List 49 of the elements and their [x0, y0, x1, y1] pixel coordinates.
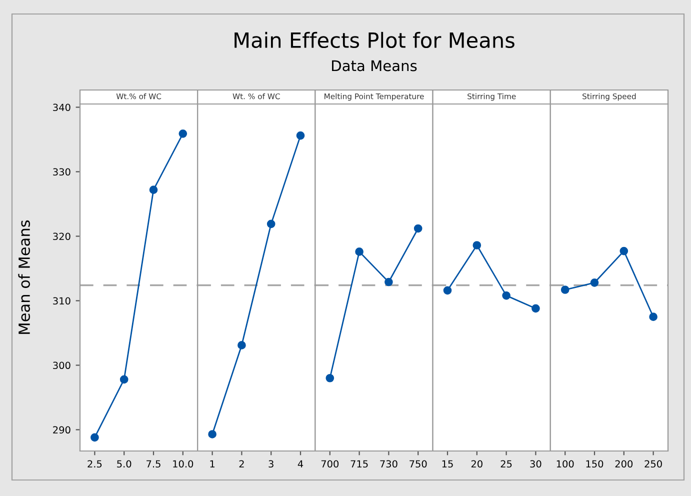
- y-tick-label: 300: [53, 362, 70, 370]
- point: [238, 341, 246, 350]
- x-tick-label: 5.0: [117, 460, 132, 468]
- point: [443, 286, 452, 295]
- x-tick-label: 7.5: [146, 460, 160, 468]
- x-tick-label: 700: [321, 460, 339, 468]
- point: [472, 241, 482, 250]
- point: [590, 278, 599, 287]
- x-tick-label: 150: [586, 460, 604, 468]
- x-tick-label: 15: [442, 460, 453, 468]
- point: [620, 246, 628, 256]
- point: [296, 131, 305, 140]
- x-tick-label: 200: [615, 460, 633, 468]
- y-tick-label: 310: [53, 297, 70, 305]
- y-tick-label: 330: [53, 168, 70, 176]
- x-tick-label: 2.5: [88, 460, 102, 468]
- x-tick-label: 20: [471, 460, 482, 468]
- point: [649, 312, 658, 322]
- x-tick-label: 730: [380, 460, 398, 468]
- x-tick-label: 4: [298, 460, 304, 468]
- point: [355, 248, 364, 256]
- point: [178, 130, 188, 138]
- x-tick-label: 3: [268, 460, 274, 468]
- x-tick-label: 2: [239, 460, 244, 468]
- point: [208, 430, 216, 438]
- point: [384, 278, 393, 286]
- chart-title: Main Effects Plot for Means: [234, 32, 514, 48]
- point: [149, 186, 158, 194]
- point: [414, 224, 422, 233]
- point: [326, 374, 334, 382]
- y-tick-label: 340: [53, 104, 70, 112]
- point: [90, 433, 99, 442]
- chart-subtitle: Data Means: [332, 60, 417, 72]
- x-tick-label: 25: [500, 460, 512, 468]
- x-tick-label: 10.0: [173, 460, 194, 468]
- x-tick-label: 100: [556, 460, 574, 468]
- y-axis-title: Mean of Means: [18, 220, 30, 334]
- x-tick-label: 1: [210, 460, 214, 468]
- y-tick-label: 320: [53, 232, 70, 240]
- x-tick-label: 715: [350, 460, 368, 468]
- x-tick-label: 750: [410, 460, 427, 468]
- x-tick-label: 30: [530, 460, 542, 468]
- point: [266, 220, 276, 228]
- point: [532, 304, 540, 313]
- point: [502, 291, 510, 300]
- point: [120, 375, 128, 384]
- point: [560, 286, 570, 294]
- x-tick-label: 250: [644, 460, 662, 468]
- y-tick-label: 290: [53, 426, 70, 434]
